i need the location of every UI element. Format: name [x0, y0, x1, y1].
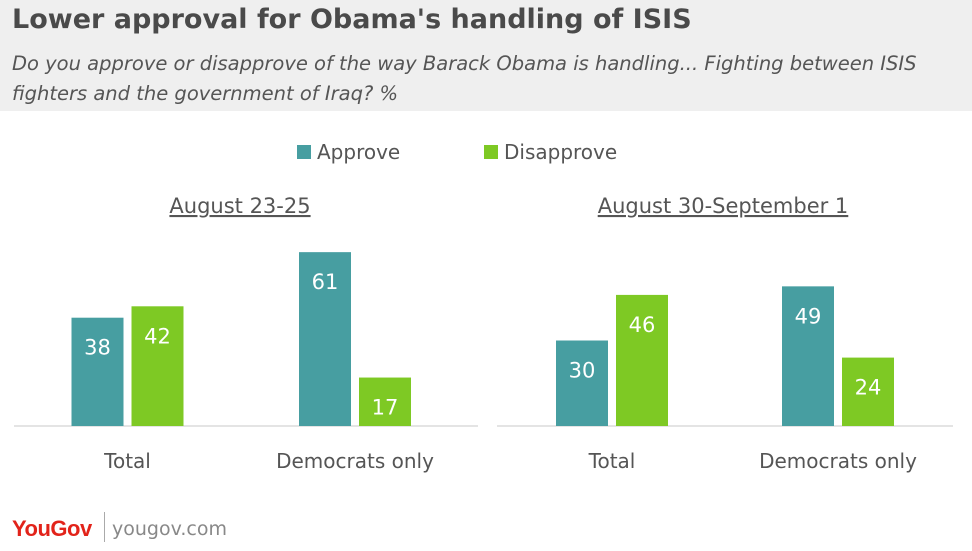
chart-title: Lower approval for Obama's handling of I…	[12, 4, 692, 35]
bar-disapprove	[842, 357, 894, 426]
bar-disapprove	[131, 306, 184, 426]
chart-subtitle: Do you approve or disapprove of the way …	[12, 52, 917, 105]
category-label: Democrats only	[759, 449, 917, 473]
panel-title: August 23-25	[169, 194, 310, 218]
legend-item-disapprove: Disapprove	[484, 140, 617, 164]
data-label: 49	[795, 304, 822, 328]
data-label: 30	[569, 359, 596, 383]
legend-label-approve: Approve	[317, 140, 401, 164]
bar-disapprove	[359, 377, 411, 426]
category-label: Total	[588, 449, 636, 473]
footer-divider	[104, 512, 105, 542]
data-label: 42	[144, 324, 171, 348]
data-label: 38	[84, 336, 111, 360]
data-label: 24	[855, 376, 882, 400]
legend-swatch-approve	[297, 145, 311, 159]
category-label: Total	[103, 449, 151, 473]
legend-label-disapprove: Disapprove	[504, 140, 618, 164]
legend-item-approve: Approve	[297, 140, 400, 164]
legend-swatch-disapprove	[484, 145, 498, 159]
bar-approve	[299, 252, 351, 426]
bar-approve	[782, 286, 834, 426]
bar-approve	[71, 317, 124, 426]
legend: Approve Disapprove	[0, 140, 972, 166]
bar-approve	[556, 340, 608, 426]
bar-disapprove	[616, 294, 668, 426]
header-band: Lower approval for Obama's handling of I…	[0, 0, 972, 111]
category-label: Democrats only	[276, 449, 434, 473]
footer-url: yougov.com	[112, 518, 227, 540]
yougov-logo: YouGov	[12, 516, 92, 541]
data-label: 17	[372, 396, 399, 420]
panel-title: August 30-September 1	[598, 194, 849, 218]
data-label: 46	[629, 313, 656, 337]
data-label: 61	[312, 270, 339, 294]
